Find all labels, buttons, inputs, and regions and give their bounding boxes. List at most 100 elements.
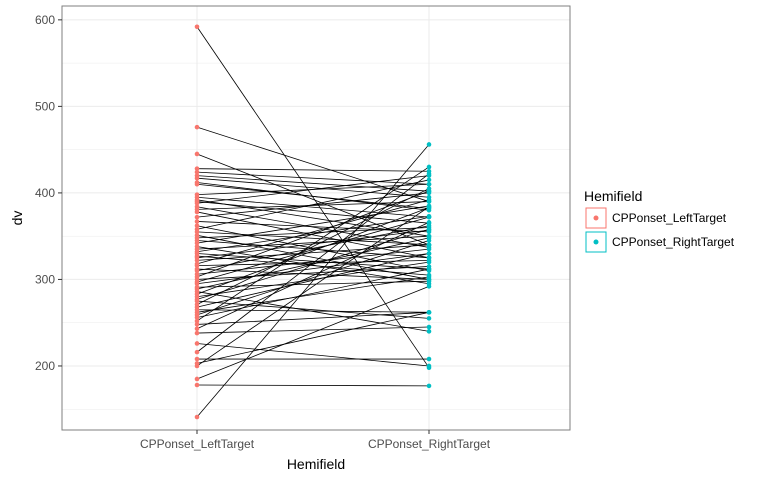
point-right-target	[426, 223, 432, 229]
point-left-target	[194, 382, 200, 388]
pair-line	[196, 311, 430, 364]
pair-line	[196, 235, 430, 250]
point-left-target	[194, 263, 200, 268]
point-left-target	[194, 209, 200, 215]
point-left-target	[194, 341, 200, 346]
pair-line	[196, 216, 430, 283]
pair-line	[196, 384, 430, 387]
pair-lines	[196, 26, 430, 418]
pair-line	[196, 244, 430, 261]
point-left-target	[194, 200, 200, 206]
point-right-target	[426, 278, 432, 284]
x-axis-title: Hemifield	[287, 456, 345, 472]
point-left-target	[194, 363, 200, 369]
point-left-target	[194, 240, 200, 246]
point-left-target	[194, 349, 200, 355]
pair-line	[196, 177, 430, 198]
pair-line	[196, 266, 430, 280]
point-right-target	[426, 246, 432, 252]
point-left-target	[194, 356, 200, 362]
point-right-target	[426, 197, 432, 203]
pair-line	[196, 268, 430, 318]
point-left-target	[194, 169, 200, 175]
point-right-target	[426, 242, 432, 248]
point-right-target	[426, 181, 432, 187]
point-left-target	[194, 330, 200, 336]
point-left-target	[194, 124, 200, 130]
point-left-target	[194, 268, 200, 274]
pair-line	[196, 201, 430, 210]
point-left-target	[194, 318, 200, 324]
point-right-target	[426, 226, 432, 232]
point-left-target	[194, 315, 200, 320]
pair-line	[196, 253, 430, 270]
point-right-target	[426, 164, 432, 170]
pair-line	[196, 343, 430, 367]
legend-key-point	[593, 239, 599, 245]
point-left-target	[194, 166, 200, 171]
point-left-target	[194, 258, 200, 263]
x-axis: CPPonset_LeftTarget CPPonset_RightTarget	[140, 430, 491, 451]
point-right-target	[426, 238, 432, 243]
pair-line	[196, 199, 430, 265]
point-right-target	[426, 186, 432, 191]
point-right-target	[426, 204, 432, 210]
point-right-target	[426, 310, 432, 315]
y-tick-label: 400	[35, 186, 55, 200]
pair-line	[196, 221, 430, 330]
pair-line	[196, 173, 430, 353]
legend-key-point	[593, 215, 599, 221]
data-points	[194, 24, 432, 420]
point-left-target	[194, 175, 200, 181]
legend-label: CPPonset_RightTarget	[612, 235, 735, 249]
point-right-target	[426, 177, 432, 183]
point-right-target	[426, 274, 432, 280]
pair-line	[196, 285, 430, 380]
pair-line	[196, 227, 430, 239]
y-tick-label: 600	[35, 13, 55, 27]
point-left-target	[194, 214, 200, 220]
pair-line	[196, 228, 430, 300]
pair-line	[196, 192, 430, 218]
point-left-target	[194, 322, 200, 327]
legend: Hemifield CPPonset_LeftTarget CPPonset_Ri…	[584, 188, 735, 253]
pair-line	[196, 211, 430, 259]
point-right-target	[426, 266, 432, 272]
x-tick-label: CPPonset_LeftTarget	[140, 437, 255, 451]
pair-line	[196, 183, 430, 209]
point-right-target	[426, 363, 432, 369]
point-left-target	[194, 181, 200, 187]
legend-title: Hemifield	[584, 188, 642, 204]
point-right-target	[426, 142, 432, 147]
pair-line	[196, 171, 430, 185]
pair-line	[196, 240, 430, 259]
pair-line	[196, 253, 430, 285]
pair-line	[196, 179, 430, 230]
point-right-target	[426, 324, 432, 330]
pair-line	[196, 268, 430, 280]
pair-line	[196, 175, 430, 204]
pair-line	[196, 175, 430, 192]
point-left-target	[194, 281, 200, 287]
pair-line	[196, 207, 430, 295]
point-left-target	[194, 219, 200, 224]
y-tick-label: 200	[35, 359, 55, 373]
pair-line	[196, 276, 430, 313]
point-right-target	[426, 214, 432, 220]
pair-line	[196, 205, 430, 244]
pair-line	[196, 201, 430, 224]
pair-line	[196, 166, 430, 322]
y-tick-label: 500	[35, 99, 55, 113]
point-right-target	[426, 251, 432, 256]
x-tick-label: CPPonset_RightTarget	[368, 437, 491, 451]
pair-line	[196, 26, 430, 368]
pair-line	[196, 190, 430, 278]
legend-label: CPPonset_LeftTarget	[612, 211, 727, 225]
panel-border	[61, 5, 571, 431]
y-axis: 200 300 400 500 600	[35, 13, 62, 373]
point-left-target	[194, 229, 200, 235]
pair-line	[196, 300, 430, 319]
y-axis-title: dv	[9, 211, 25, 226]
pair-line	[196, 240, 430, 316]
